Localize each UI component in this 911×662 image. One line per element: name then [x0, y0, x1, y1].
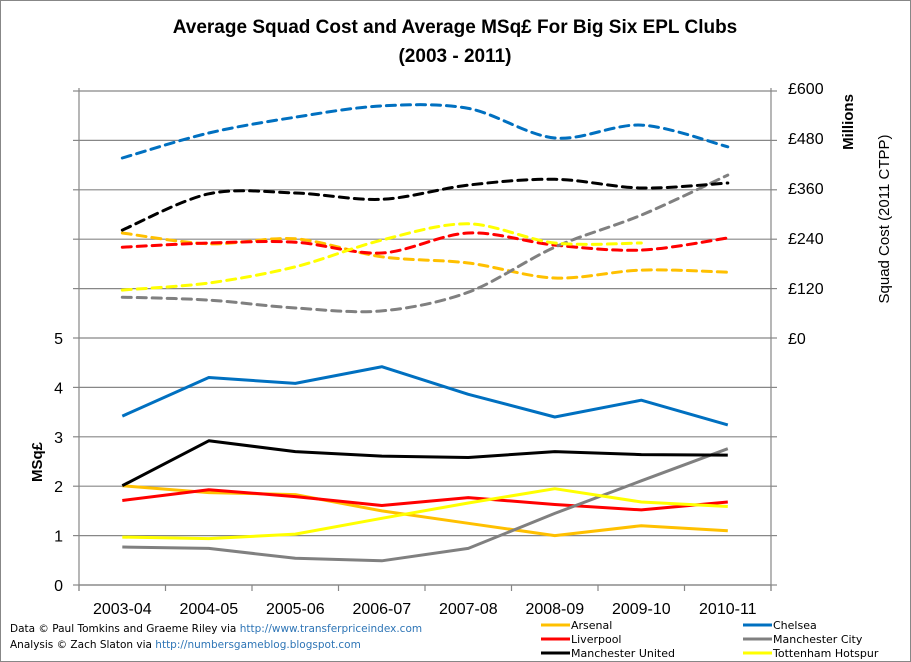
legend-label-chelsea: Chelsea — [773, 619, 817, 632]
legend-label-tottenham-hotspur: Tottenham Hotspur — [772, 647, 879, 660]
right-tick-label: £600 — [788, 81, 824, 98]
left-tick-label: 0 — [54, 578, 63, 595]
msq-line-chelsea — [121, 365, 729, 427]
data-credit-link[interactable]: http://www.transferpriceindex.com — [240, 623, 422, 635]
x-tick-label: 2006-07 — [352, 601, 411, 618]
analysis-credit-text: Analysis © Zach Slaton via — [10, 639, 155, 651]
legend-label-arsenal: Arsenal — [571, 619, 612, 632]
x-tick-label: 2004-05 — [179, 601, 238, 618]
left-axis-title: MSq£ — [29, 441, 46, 482]
x-tick-label: 2007-08 — [439, 601, 498, 618]
msq-series — [121, 365, 729, 563]
chart-title: Average Squad Cost and Average MSq£ For … — [173, 17, 738, 38]
left-tick-label: 5 — [54, 331, 63, 348]
msq-line-arsenal — [122, 484, 728, 538]
gridlines — [73, 90, 777, 586]
analysis-credit-link[interactable]: http://numbersgameblog.blogspot.com — [155, 639, 361, 651]
squad-cost-line-manchester-united — [120, 177, 730, 232]
legend: Arsenal Chelsea Liverpool Manchester City Ma… — [541, 619, 879, 660]
left-tick-label: 2 — [54, 479, 63, 496]
squad-cost-line-manchester-city — [120, 173, 730, 314]
analysis-credit: Analysis © Zach Slaton via http://number… — [10, 639, 361, 651]
squad-cost-line-tottenham-hotspur — [120, 222, 643, 292]
x-tick-label: 2008-09 — [525, 601, 584, 618]
right-tick-label: £360 — [788, 181, 824, 198]
right-tick-label: £240 — [788, 231, 824, 248]
data-credit-text: Data © Paul Tomkins and Graeme Riley via — [10, 623, 240, 635]
right-tick-label: £0 — [788, 331, 806, 348]
right-axis-unit-label: Millions — [840, 94, 857, 150]
x-tick-label: 2010-11 — [699, 601, 757, 618]
msq-line-manchester-united — [121, 439, 728, 488]
x-axis-ticks: 2003-04 2004-05 2005-06 2006-07 2007-08 2008-… — [93, 601, 757, 618]
right-axis-title: Squad Cost (2011 CTPP) — [876, 135, 893, 304]
squad-cost-line-chelsea — [120, 103, 730, 160]
squad-cost-line-liverpool — [120, 231, 730, 255]
legend-label-liverpool: Liverpool — [571, 633, 621, 646]
x-tick-label: 2009-10 — [612, 601, 671, 618]
right-axis-ticks: £0 £120 £240 £360 £480 £600 — [788, 81, 824, 348]
x-tick-label: 2005-06 — [266, 601, 325, 618]
left-axis-ticks: 0 1 2 3 4 5 — [54, 331, 63, 595]
msq-line-tottenham-hotspur — [122, 487, 728, 541]
left-tick-label: 4 — [54, 380, 63, 397]
legend-label-manchester-united: Manchester United — [571, 647, 675, 660]
axes — [78, 88, 772, 591]
left-tick-label: 1 — [54, 529, 63, 546]
chart-subtitle: (2003 - 2011) — [398, 46, 511, 67]
msq-line-liverpool — [122, 488, 728, 512]
squad-cost-series — [120, 103, 730, 314]
legend-label-manchester-city: Manchester City — [773, 633, 863, 646]
msq-line-manchester-city — [122, 447, 729, 563]
right-tick-label: £480 — [788, 131, 824, 148]
right-tick-label: £120 — [788, 281, 824, 298]
data-credit: Data © Paul Tomkins and Graeme Riley via… — [10, 623, 422, 635]
left-tick-label: 3 — [54, 430, 63, 447]
x-tick-label: 2003-04 — [93, 601, 152, 618]
